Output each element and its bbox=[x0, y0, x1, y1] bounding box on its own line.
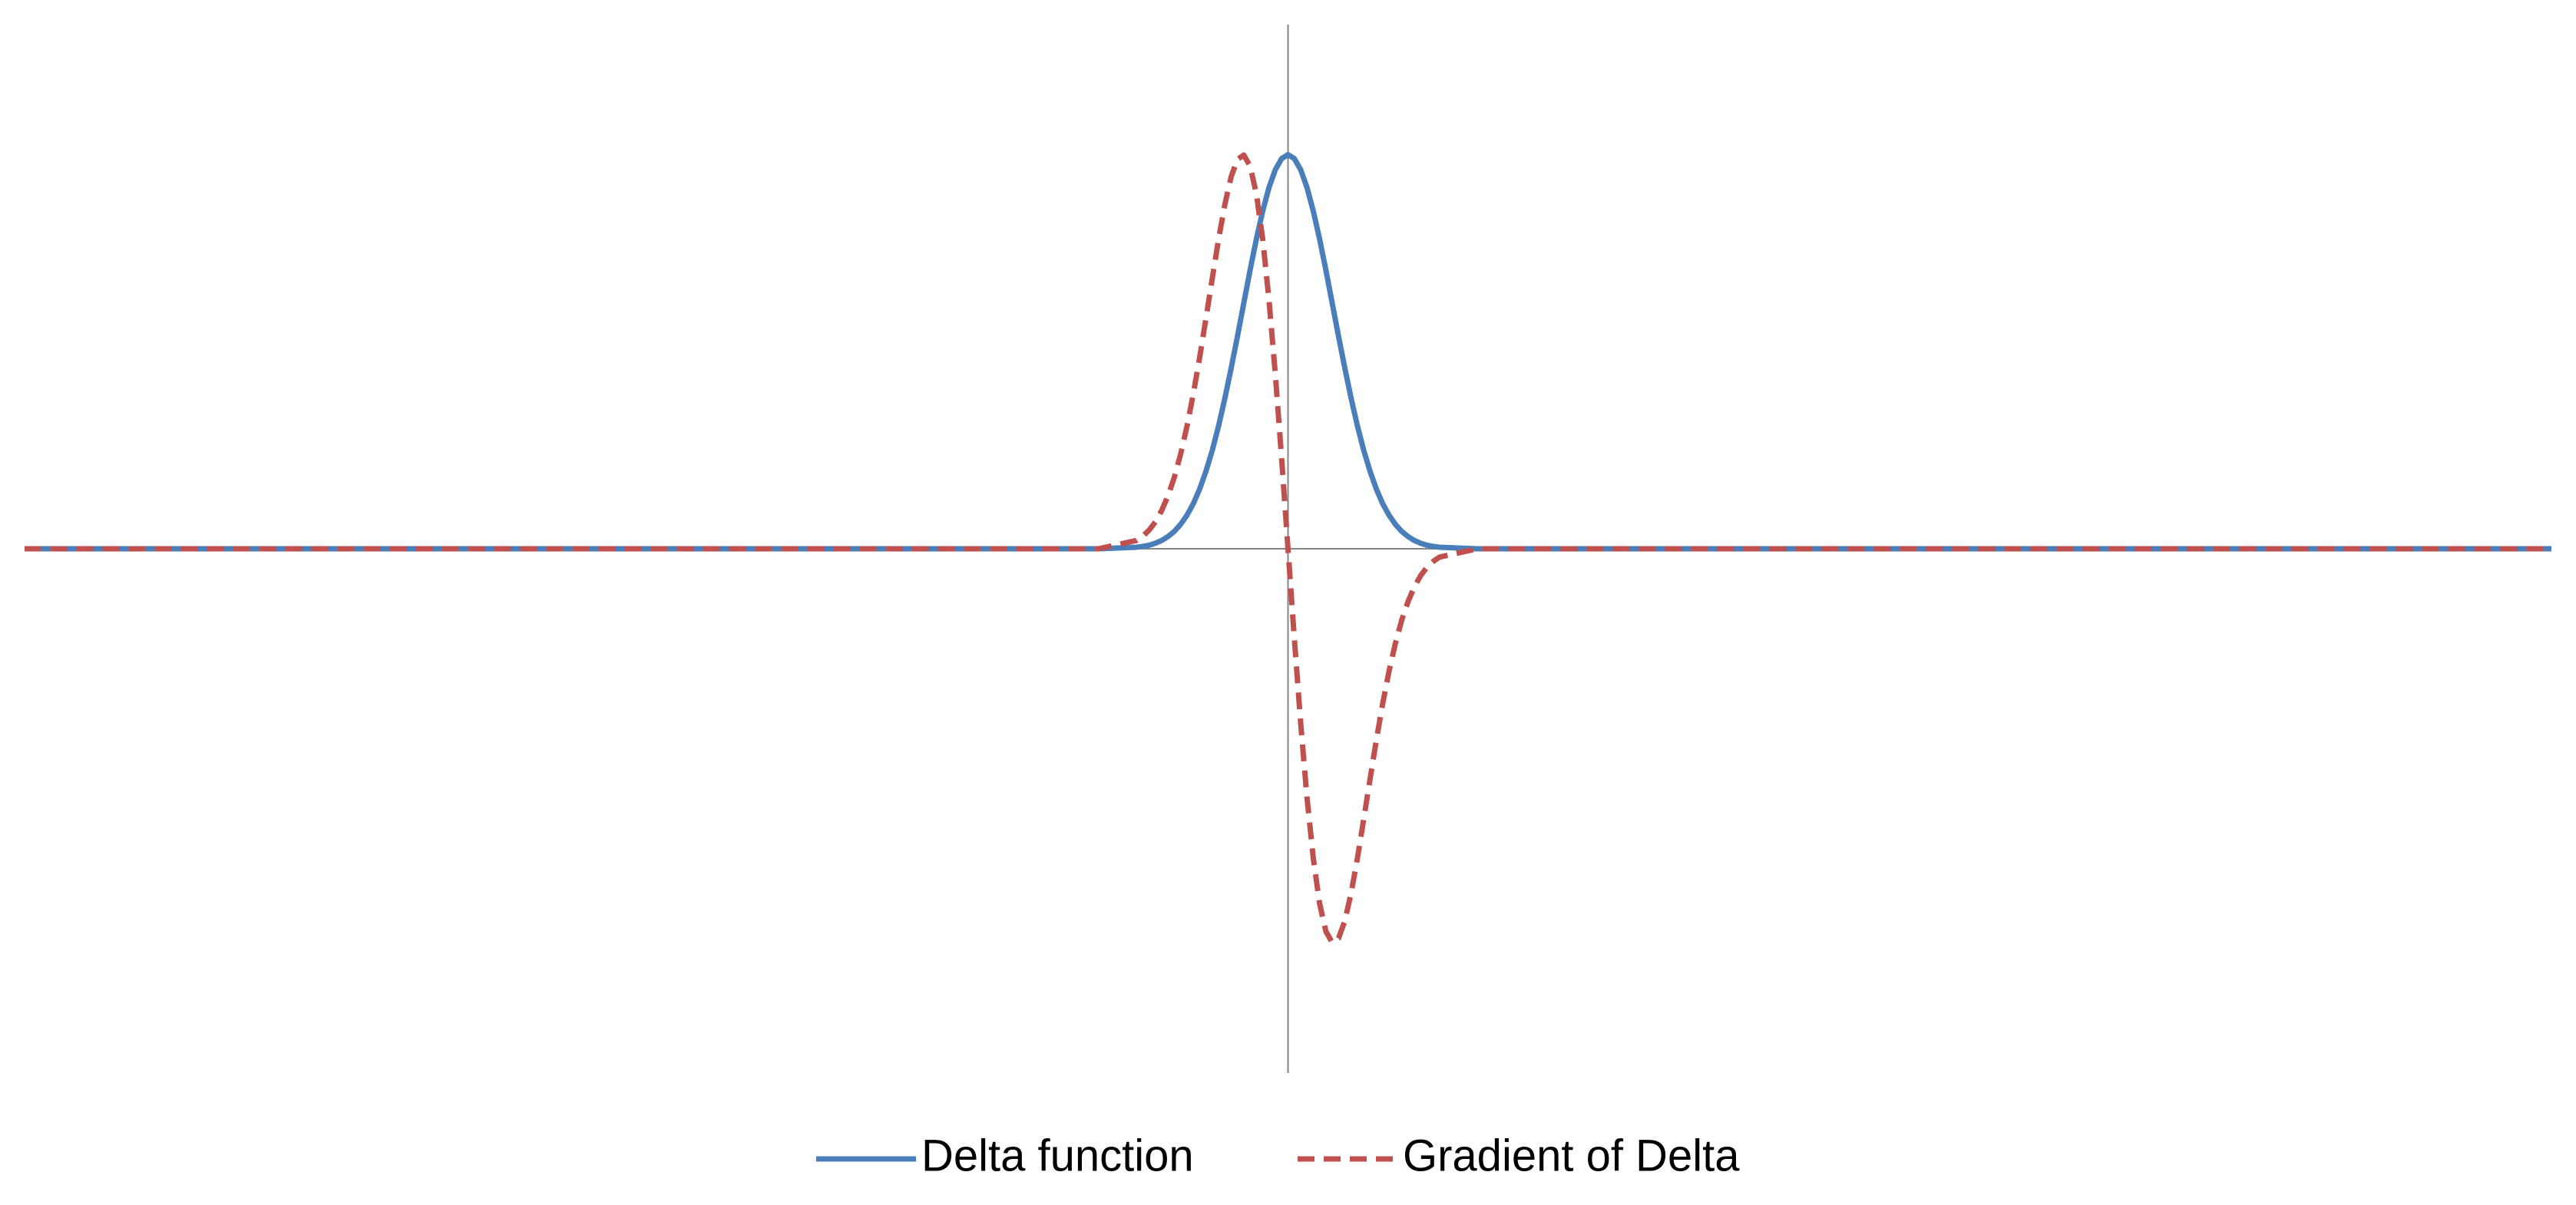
legend-label: Gradient of Delta bbox=[1403, 1131, 1740, 1180]
series-line bbox=[25, 152, 2551, 946]
series-line bbox=[25, 151, 2551, 552]
legend-label: Delta function bbox=[921, 1131, 1194, 1180]
